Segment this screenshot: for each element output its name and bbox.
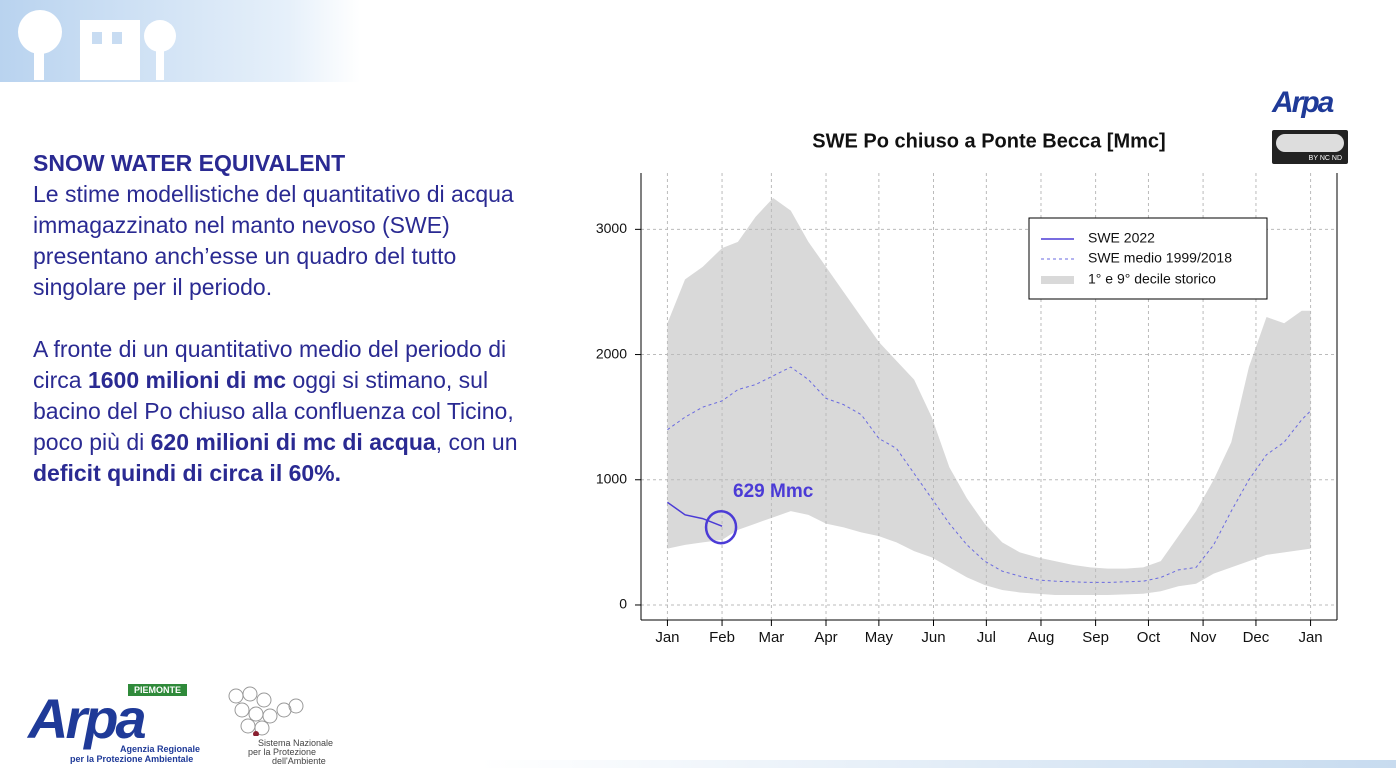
series-line: [667, 366, 1311, 583]
x-tick-label: Mar: [758, 629, 784, 646]
heading: SNOW WATER EQUIVALENT: [33, 150, 346, 176]
x-tick-label: Dec: [1243, 629, 1270, 646]
x-tick-label: Sep: [1082, 629, 1109, 646]
banner-art: [18, 10, 176, 80]
cc-icons: [1276, 134, 1344, 152]
legend-label: 1° e 9° decile storico: [1088, 271, 1216, 287]
banner: [0, 0, 360, 82]
arpa-small-logo: Arpa: [1272, 86, 1334, 119]
legend-label: SWE 2022: [1088, 230, 1155, 246]
cc-text: BY NC ND: [1308, 155, 1342, 162]
x-tick-label: Jul: [977, 629, 996, 646]
x-tick-label: Aug: [1028, 629, 1055, 646]
x-tick-label: Feb: [709, 629, 735, 646]
logo-line: per la Protezione Ambientale: [70, 754, 194, 764]
text-run: deficit quindi di circa il 60%.: [33, 460, 342, 486]
y-tick-label: 3000: [596, 220, 627, 236]
text-run: , con un: [435, 429, 518, 455]
paragraph: A fronte di un quantitativo medio del pe…: [33, 334, 533, 489]
text-block: SNOW WATER EQUIVALENT Le stime modellist…: [33, 148, 533, 520]
x-tick-label: Nov: [1190, 629, 1217, 646]
snpa-text: per la Protezione: [248, 747, 317, 757]
arpa-logo: PIEMONTE Arpa Agenzia Regionale per la P…: [28, 684, 208, 768]
y-tick-label: 1000: [596, 470, 627, 486]
highlight-circle: [704, 509, 738, 545]
text-run: 1600 milioni di mc: [87, 367, 287, 393]
x-tick-label: Apr: [814, 629, 837, 646]
legend-box: [1028, 217, 1268, 300]
snpa-hexagons: [228, 686, 304, 736]
decile-band: [667, 198, 1311, 595]
x-tick-label: Jan: [655, 629, 679, 646]
chart-title: SWE Po chiuso a Ponte Becca [Mmc]: [812, 130, 1165, 152]
text-run: A fronte di un quantitativo medio del pe…: [33, 336, 507, 393]
legend-label: SWE medio 1999/2018: [1088, 250, 1232, 266]
cc-badge: BY NC ND: [1272, 130, 1348, 164]
logo-region: PIEMONTE: [128, 684, 188, 696]
snpa-text: dell'Ambiente: [272, 756, 326, 766]
y-tick-label: 2000: [596, 345, 627, 361]
snpa-logo: Sistema Nazionale per la Protezione dell…: [226, 686, 356, 766]
logo-line: Agenzia Regionale: [120, 744, 201, 754]
snpa-text: Sistema Nazionale: [258, 738, 334, 748]
y-tick-label: 0: [619, 596, 627, 612]
text-run: oggi si stimano, sul bacino del Po chius…: [33, 367, 514, 455]
logo-name: Arpa: [28, 687, 147, 750]
footer-bar: [480, 760, 1396, 768]
x-tick-label: Oct: [1137, 629, 1161, 646]
series-line: [666, 501, 723, 527]
x-tick-label: May: [865, 629, 894, 646]
x-tick-label: Jan: [1298, 629, 1322, 646]
x-tick-label: Jun: [921, 629, 945, 646]
annotation: 629 Mmc: [733, 481, 814, 502]
paragraph: Le stime modellistiche del quantitativo …: [33, 181, 514, 300]
text-run: 620 milioni di mc di acqua: [150, 429, 436, 455]
